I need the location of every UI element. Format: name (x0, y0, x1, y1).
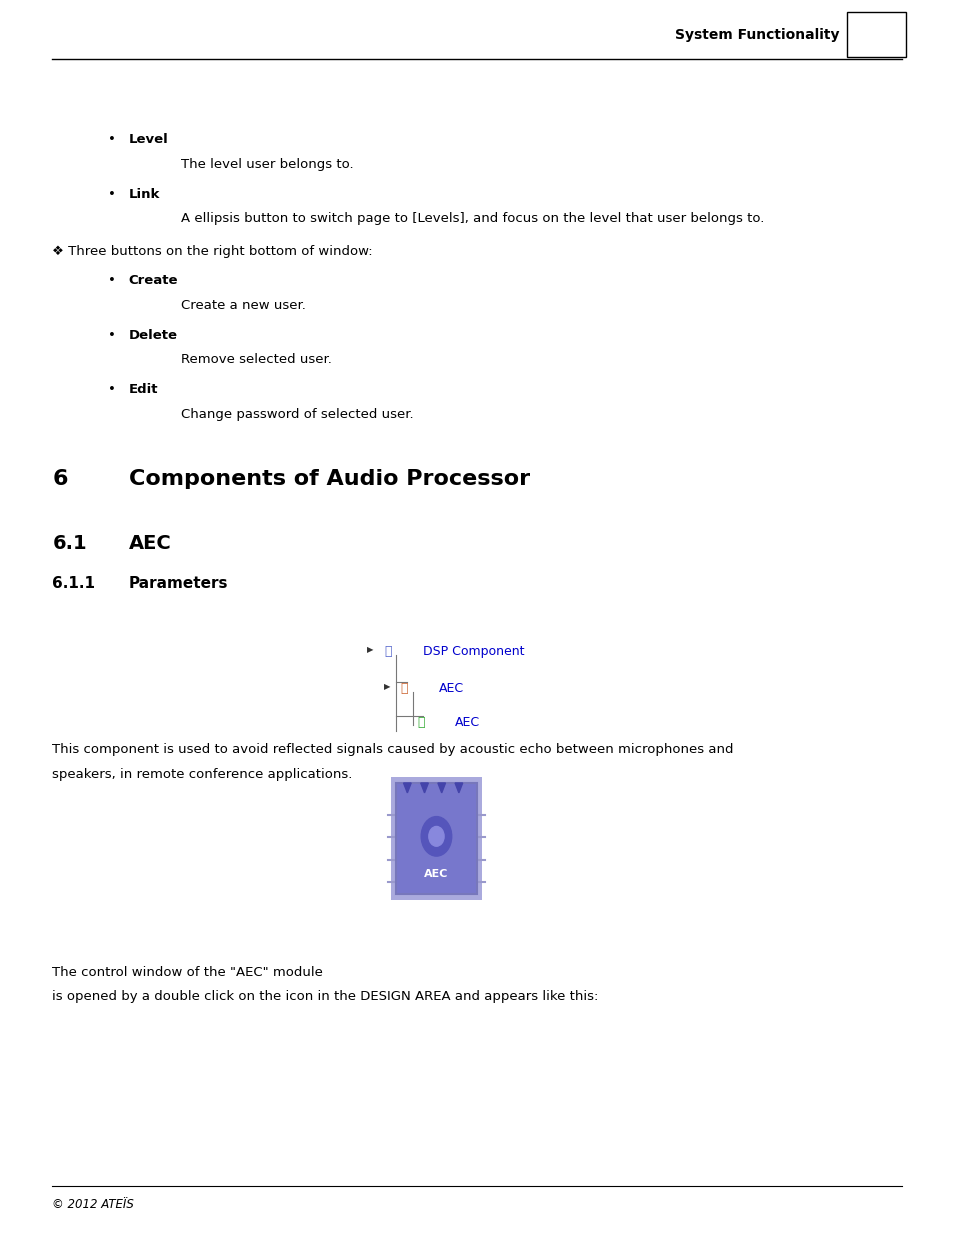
Text: 6.1: 6.1 (52, 534, 87, 552)
Circle shape (420, 816, 452, 856)
Circle shape (428, 826, 443, 846)
Text: ▶: ▶ (367, 645, 374, 653)
Text: 📁: 📁 (400, 682, 408, 695)
Text: 📁: 📁 (384, 645, 392, 658)
Text: •: • (108, 274, 115, 288)
Text: The control window of the "AEC" module: The control window of the "AEC" module (52, 966, 323, 979)
Text: Create a new user.: Create a new user. (181, 299, 306, 312)
Text: Change password of selected user.: Change password of selected user. (181, 408, 414, 421)
Text: Parameters: Parameters (129, 576, 228, 590)
Text: © 2012 ATEÏS: © 2012 ATEÏS (52, 1198, 134, 1212)
FancyBboxPatch shape (846, 12, 905, 57)
Text: Remove selected user.: Remove selected user. (181, 353, 332, 367)
Text: •: • (108, 133, 115, 147)
Text: A ellipsis button to switch page to [Levels], and focus on the level that user b: A ellipsis button to switch page to [Lev… (181, 212, 764, 226)
Polygon shape (403, 783, 411, 793)
Text: System Functionality: System Functionality (675, 27, 839, 42)
Text: Create: Create (129, 274, 178, 288)
Text: Delete: Delete (129, 329, 177, 342)
FancyBboxPatch shape (395, 783, 476, 894)
Text: DSP Component: DSP Component (422, 645, 523, 658)
Text: •: • (108, 383, 115, 396)
Text: speakers, in remote conference applications.: speakers, in remote conference applicati… (52, 768, 353, 782)
Text: Edit: Edit (129, 383, 158, 396)
Text: AEC: AEC (424, 869, 448, 879)
Text: 6: 6 (52, 469, 68, 489)
Text: 📷: 📷 (416, 716, 424, 730)
Text: The level user belongs to.: The level user belongs to. (181, 158, 354, 172)
Polygon shape (420, 783, 428, 793)
Text: This component is used to avoid reflected signals caused by acoustic echo betwee: This component is used to avoid reflecte… (52, 743, 733, 757)
Text: ❖ Three buttons on the right bottom of window:: ❖ Three buttons on the right bottom of w… (52, 245, 373, 258)
Text: ▶: ▶ (384, 682, 391, 690)
Text: is opened by a double click on the icon in the DESIGN AREA and appears like this: is opened by a double click on the icon … (52, 990, 598, 1004)
Polygon shape (437, 783, 445, 793)
Text: AEC: AEC (129, 534, 172, 552)
Text: 275: 275 (859, 26, 893, 43)
Text: •: • (108, 329, 115, 342)
Text: AEC: AEC (438, 682, 463, 695)
Polygon shape (455, 783, 462, 793)
Text: •: • (108, 188, 115, 201)
FancyBboxPatch shape (391, 777, 481, 900)
Text: AEC: AEC (455, 716, 479, 730)
Text: Link: Link (129, 188, 160, 201)
Text: 6.1.1: 6.1.1 (52, 576, 95, 590)
Text: Level: Level (129, 133, 169, 147)
Text: Components of Audio Processor: Components of Audio Processor (129, 469, 529, 489)
